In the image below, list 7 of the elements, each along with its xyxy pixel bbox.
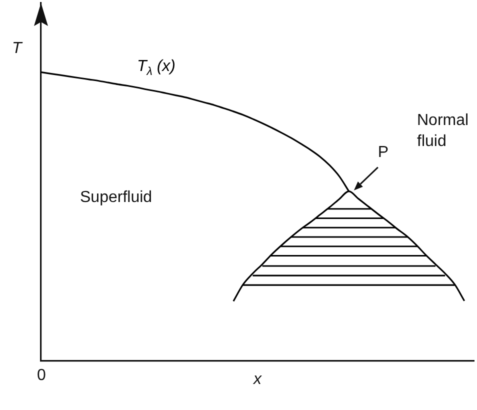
x-axis-title: x: [254, 370, 262, 388]
annotation: Superfluid: [80, 189, 152, 206]
annotation: P: [378, 144, 389, 162]
series-label: T$_{λ}$ (x): [136, 58, 176, 78]
annotation: Normal fluid: [417, 111, 470, 152]
y-axis-title: T: [12, 40, 22, 57]
text: 0: [37, 366, 46, 384]
